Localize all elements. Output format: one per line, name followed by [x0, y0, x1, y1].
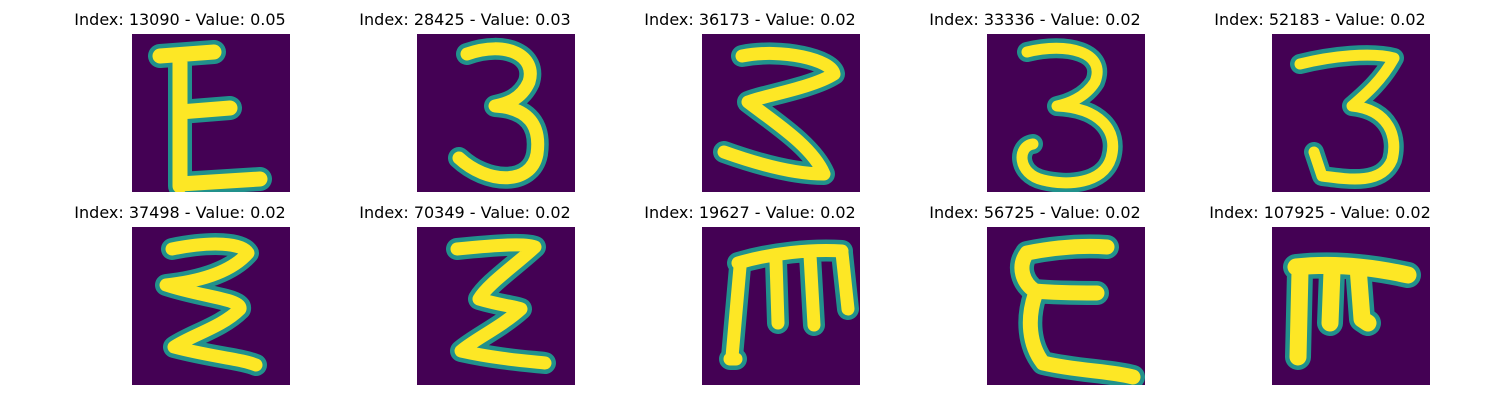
panel-title: Index: 70349 - Value: 0.02 — [359, 203, 571, 222]
digit-image — [987, 34, 1145, 192]
glyph-drawing — [155, 233, 267, 376]
glyph-drawing — [148, 40, 272, 192]
glyph-drawing — [1283, 252, 1421, 370]
digit-image — [132, 34, 290, 192]
panel-title: Index: 19627 - Value: 0.02 — [644, 203, 856, 222]
glyph-drawing — [1290, 45, 1404, 190]
panel-title: Index: 33336 - Value: 0.02 — [929, 10, 1141, 29]
panel-1: Index: 13090 - Value: 0.05 — [30, 0, 330, 192]
digit-image — [987, 227, 1145, 385]
panel-title: Index: 37498 - Value: 0.02 — [74, 203, 286, 222]
panel-10: Index: 107925 - Value: 0.02 — [1170, 193, 1470, 385]
panel-title: Index: 107925 - Value: 0.02 — [1209, 203, 1431, 222]
glyph-drawing — [448, 37, 549, 189]
panel-7: Index: 70349 - Value: 0.02 — [315, 193, 615, 385]
digit-image — [1272, 34, 1430, 192]
digit-image — [132, 227, 290, 385]
panel-title: Index: 52183 - Value: 0.02 — [1214, 10, 1426, 29]
digit-image — [702, 34, 860, 192]
panel-title: Index: 36173 - Value: 0.02 — [644, 10, 856, 29]
panel-title: Index: 13090 - Value: 0.05 — [74, 10, 286, 29]
panel-title: Index: 56725 - Value: 0.02 — [929, 203, 1141, 222]
digit-image — [702, 227, 860, 385]
digit-image — [417, 34, 575, 192]
panel-4: Index: 33336 - Value: 0.02 — [885, 0, 1185, 192]
panel-5: Index: 52183 - Value: 0.02 — [1170, 0, 1470, 192]
panel-3: Index: 36173 - Value: 0.02 — [600, 0, 900, 192]
panel-8: Index: 19627 - Value: 0.02 — [600, 193, 900, 385]
panel-6: Index: 37498 - Value: 0.02 — [30, 193, 330, 385]
glyph-drawing — [1010, 234, 1145, 385]
panel-title: Index: 28425 - Value: 0.03 — [359, 10, 571, 29]
digit-image — [1272, 227, 1430, 385]
panel-9: Index: 56725 - Value: 0.02 — [885, 193, 1185, 385]
digit-image — [417, 227, 575, 385]
glyph-drawing — [713, 42, 845, 185]
glyph-drawing — [446, 233, 556, 374]
panel-2: Index: 28425 - Value: 0.03 — [315, 0, 615, 192]
glyph-drawing — [1012, 38, 1123, 192]
glyph-drawing — [719, 239, 859, 370]
